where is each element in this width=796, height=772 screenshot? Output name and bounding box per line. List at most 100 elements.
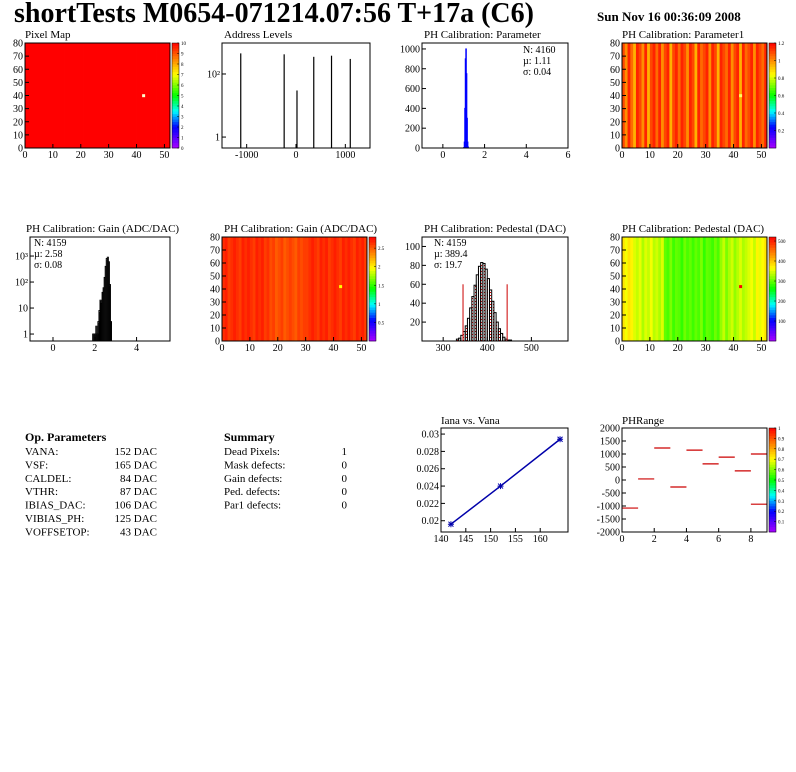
y-tick-label: 40	[410, 299, 420, 310]
colorbar-strip	[769, 278, 776, 282]
x-tick-label: 2	[482, 150, 487, 161]
colorbar-strip	[769, 294, 776, 298]
y-tick-label: -2000	[597, 528, 620, 539]
colorbar-strip	[769, 43, 776, 46]
colorbar-strip	[172, 100, 179, 104]
summary-label: Gain defects:	[224, 473, 282, 485]
colorbar-strip	[769, 132, 776, 136]
heatmap-column	[274, 237, 279, 341]
colorbar-strip	[769, 503, 776, 507]
stats-line: N: 4160	[523, 45, 556, 56]
x-tick-label: 40	[729, 150, 739, 161]
colorbar-strip	[769, 459, 776, 463]
panel-title: PHRange	[622, 415, 664, 427]
heatmap-column	[327, 237, 332, 341]
y-tick-label: -1500	[597, 515, 620, 526]
colorbar-strip	[769, 333, 776, 337]
z-tick-label: 4	[181, 105, 184, 110]
colorbar-strip	[769, 498, 776, 502]
colorbar-strip	[769, 495, 776, 499]
heatmap-column	[733, 237, 737, 341]
heatmap-column	[627, 237, 631, 341]
parameter-value: 43 DAC	[120, 526, 157, 538]
parameter-name: VTHR:	[25, 486, 58, 498]
y-tick-label: 80	[610, 39, 620, 50]
heatmap-column	[641, 237, 645, 341]
heatmap-column	[125, 43, 129, 148]
heatmap-column	[755, 43, 760, 148]
heatmap-column	[638, 43, 642, 148]
y-tick-label: 1	[23, 330, 28, 341]
heatmap-column	[291, 237, 295, 341]
colorbar-strip	[769, 283, 776, 287]
heatmap-column	[38, 43, 43, 148]
heatmap-column	[261, 237, 265, 341]
colorbar-strip	[769, 82, 776, 86]
colorbar-strip	[369, 270, 376, 274]
x-tick-label: 0	[294, 150, 299, 161]
z-tick-label: 0.6	[778, 95, 785, 100]
stats-line: N: 4159	[434, 238, 467, 249]
heatmap-column	[41, 43, 45, 148]
x-tick-label: 300	[436, 343, 451, 354]
heatmap-column	[761, 237, 765, 341]
stats-line: N: 4159	[34, 238, 67, 249]
colorbar-strip	[769, 435, 776, 439]
heatmap-column	[725, 43, 729, 148]
heatmap-column	[75, 43, 79, 148]
colorbar-strip	[369, 330, 376, 334]
colorbar-strip	[769, 263, 776, 266]
z-tick-label: 100	[778, 320, 786, 325]
y-tick-label: 10²	[15, 278, 28, 289]
y-tick-label: 0	[215, 337, 220, 348]
y-tick-label: 100	[405, 242, 420, 253]
heatmap-column	[308, 237, 312, 341]
y-tick-label: 10	[210, 324, 220, 335]
x-tick-label: 30	[104, 150, 114, 161]
plot-area	[622, 447, 767, 509]
heatmap-column	[139, 43, 143, 148]
heatmap-column	[722, 237, 726, 341]
colorbar-strip	[369, 333, 376, 337]
colorbar-strip	[769, 45, 776, 49]
colorbar-strip	[769, 443, 776, 447]
colorbar-strip	[769, 108, 776, 112]
heatmap-column	[58, 43, 62, 148]
heatmap-column	[663, 237, 668, 341]
plot-area	[447, 436, 564, 528]
x-tick-label: 50	[356, 343, 366, 354]
x-tick-label: 20	[273, 343, 283, 354]
colorbar-strip	[369, 237, 376, 240]
heatmap-column	[727, 43, 732, 148]
colorbar-strip	[769, 317, 776, 321]
colorbar-strip	[769, 490, 776, 494]
colorbar-strip	[769, 92, 776, 96]
heatmap-column	[691, 43, 695, 148]
heatmap-column	[705, 237, 709, 341]
y-tick-label: 0.02	[422, 516, 440, 527]
y-tick-label: 70	[610, 52, 620, 63]
colorbar-strip	[769, 119, 776, 123]
colorbar-strip	[769, 124, 776, 128]
y-tick-label: 60	[610, 65, 620, 76]
heatmap-column	[272, 237, 276, 341]
z-tick-label: 300	[778, 280, 786, 285]
heatmap-column	[66, 43, 71, 148]
heatmap-column	[252, 237, 256, 341]
y-tick-label: 70	[13, 52, 23, 63]
y-tick-label: 80	[410, 261, 420, 272]
heatmap-column	[97, 43, 101, 148]
colorbar-strip	[172, 92, 179, 96]
colorbar-strip	[769, 454, 776, 457]
stats-line: µ: 2.58	[34, 249, 63, 260]
colorbar-strip	[769, 53, 776, 57]
heatmap-column	[277, 237, 281, 341]
colorbar-strip	[769, 330, 776, 334]
heatmap-column	[627, 43, 631, 148]
colorbar-strip	[369, 265, 376, 269]
heatmap-column	[167, 43, 170, 148]
heatmap-column	[633, 237, 637, 341]
heatmap-column	[311, 237, 315, 341]
heatmap-column	[672, 43, 676, 148]
